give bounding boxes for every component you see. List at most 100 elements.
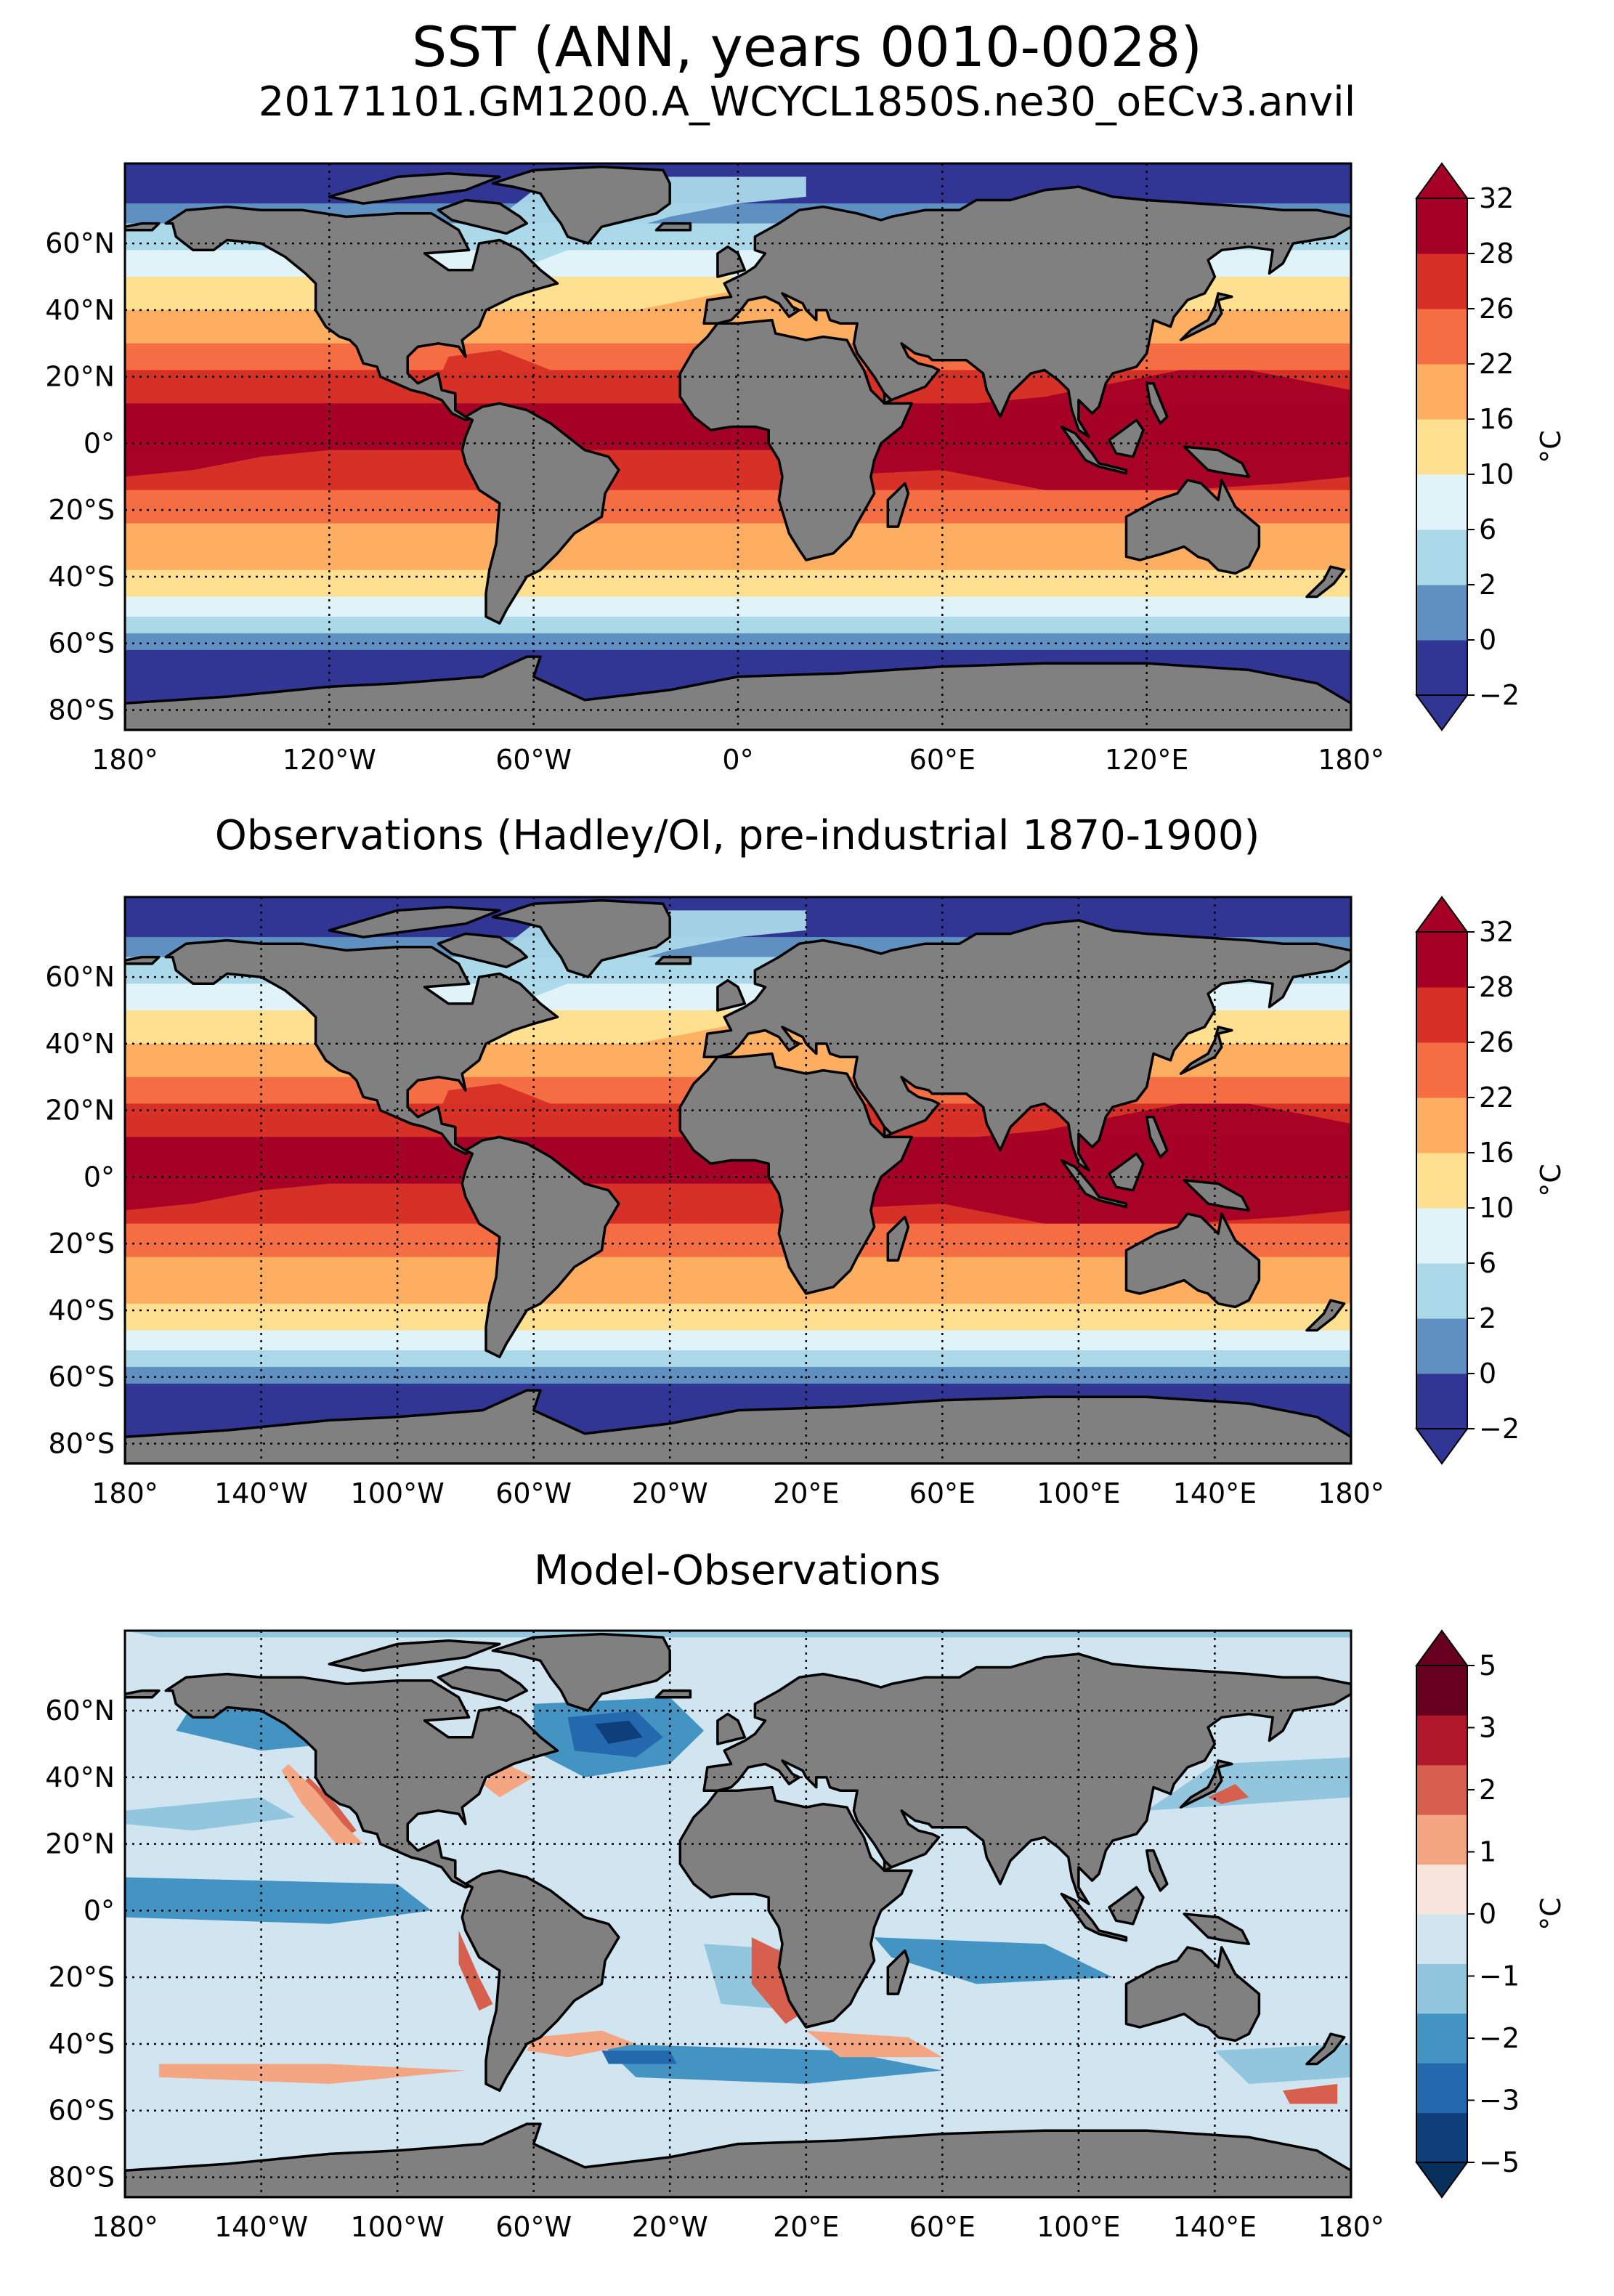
colorbar-segment [1416,1374,1467,1429]
land-new-guinea [1183,1912,1251,1946]
colorbar-tick-label: 6 [1479,1247,1496,1279]
figure-subtitle: 20171101.GM1200.A_WCYCL1850S.ne30_oECv3.… [258,78,1356,126]
sst-difference-region [1208,1784,1249,1804]
land-baffin-island [437,932,529,969]
sst-region [431,349,551,397]
land-new-zealand [1305,1299,1346,1332]
land-japan [1179,1759,1233,1809]
map-frame [123,162,1353,731]
latitude-tick-label: 60°S [49,2095,115,2127]
colorbar-segment [1416,364,1467,420]
figure-title: SST (ANN, years 0010-0028) [412,15,1202,79]
sst-difference-region [125,1877,431,1924]
sst-region [125,416,330,477]
colorbar-unit-label: °C [1535,1164,1567,1197]
panel-title-difference: Model-Observations [533,1547,941,1594]
sst-difference-region [874,1937,1113,1984]
colorbar-segment [1416,1814,1467,1865]
land-madagascar [886,482,910,528]
latitude-tick-label: 60°N [45,1695,115,1727]
colorbar-tick-label: 10 [1479,1192,1514,1224]
colorbar-tick-label: 16 [1479,1137,1514,1169]
latitude-tick-label: 40°N [45,294,115,326]
land-new-zealand [1305,2032,1346,2066]
colorbar-tick-label: 0 [1479,1358,1496,1390]
sst-difference-region [482,1764,534,1798]
longitude-tick-label: 0° [722,744,753,776]
land-baffin-island [437,1666,529,1703]
colorbar-frame [1416,198,1468,696]
sst-band [125,617,1351,634]
longitude-tick-label: 120°W [283,744,376,776]
land-arabia-horn-connector [883,1125,893,1139]
colorbar-max-arrow [1415,896,1469,933]
sst-region [431,1083,551,1131]
latitude-tick-label: 0° [84,1161,115,1193]
longitude-tick-label: 140°W [214,1477,308,1509]
colorbar: 5 3 2 1 0 −1 −2 −3 −5 °C [1415,1629,1567,2199]
land-antarctica [125,1389,1351,1464]
land-british-isles [716,978,747,1012]
colorbar-segment [1416,1963,1467,2014]
latitude-tick-label: 80°S [49,1427,115,1459]
land-arctic-islands [328,172,501,205]
colorbar-segment [1416,1715,1467,1766]
colorbar-segment [1416,1914,1467,1964]
land-british-isles [716,1712,747,1745]
land-arabia-horn-connector [883,1859,893,1873]
latitude-tick-label: 40°S [49,2028,115,2060]
land-africa [678,1785,913,2029]
longitude-tick-label: 60°W [495,744,572,776]
land-antarctica [125,655,1351,730]
sst-difference-region [125,1797,296,1831]
land-scandinavia-iceland [654,955,692,965]
colorbar-tick-label: −2 [1479,679,1520,711]
longitude-tick-label: 140°E [1173,2211,1257,2243]
colorbar-tick-label: 32 [1479,182,1514,214]
colorbar-max-arrow [1415,1629,1469,1666]
colorbar-max-arrow [1415,162,1469,199]
colorbar-unit-label: °C [1535,1897,1567,1931]
latitude-tick-label: 60°S [49,628,115,660]
colorbar-tick-label: 2 [1479,1302,1496,1334]
latitude-tick-label: 60°S [49,1361,115,1393]
longitude-tick-label: 180° [92,1477,158,1509]
land-sumatra-java [1060,425,1128,475]
land-new-zealand [1305,565,1346,599]
land-madagascar [886,1949,910,1995]
land-australia [1124,1212,1261,1309]
longitude-tick-label: 60°E [909,744,976,776]
colorbar-tick-label: 28 [1479,971,1514,1003]
colorbar-tick-label: 3 [1479,1712,1496,1744]
sst-band [125,1303,1351,1331]
land-australia [1124,1946,1261,2043]
latitude-tick-label: 0° [84,1894,115,1926]
latitude-tick-label: 60°N [45,227,115,259]
land-eurasia [702,919,1351,1172]
land-baffin-island [437,198,529,235]
colorbar-segment [1416,474,1467,530]
land-arabia-horn-connector [883,392,893,405]
sst-difference-region [601,2050,677,2064]
land-sumatra-java [1060,1159,1128,1209]
colorbar-tick-label: 26 [1479,293,1514,325]
colorbar-unit-label: °C [1535,430,1567,463]
land-scandinavia-iceland [654,222,692,232]
colorbar-tick-label: −2 [1479,1413,1520,1445]
land-british-isles [716,245,747,278]
land-new-guinea [1183,445,1251,479]
longitude-tick-label: 60°W [495,1477,572,1509]
sst-difference-region [1283,2084,1338,2104]
land-africa [678,318,913,561]
longitude-tick-label: 140°E [1173,1477,1257,1509]
sst-region [125,1150,330,1211]
longitude-tick-label: 20°W [632,1477,708,1509]
land-chukotka-west [125,222,161,232]
latitude-tick-label: 20°N [45,1828,115,1860]
colorbar-tick-label: 26 [1479,1026,1514,1058]
colorbar-segment [1416,585,1467,641]
land-greenland [491,1632,671,1712]
land-australia [1124,479,1261,575]
land-north-america [164,1672,559,1889]
latitude-tick-label: 20°N [45,361,115,393]
